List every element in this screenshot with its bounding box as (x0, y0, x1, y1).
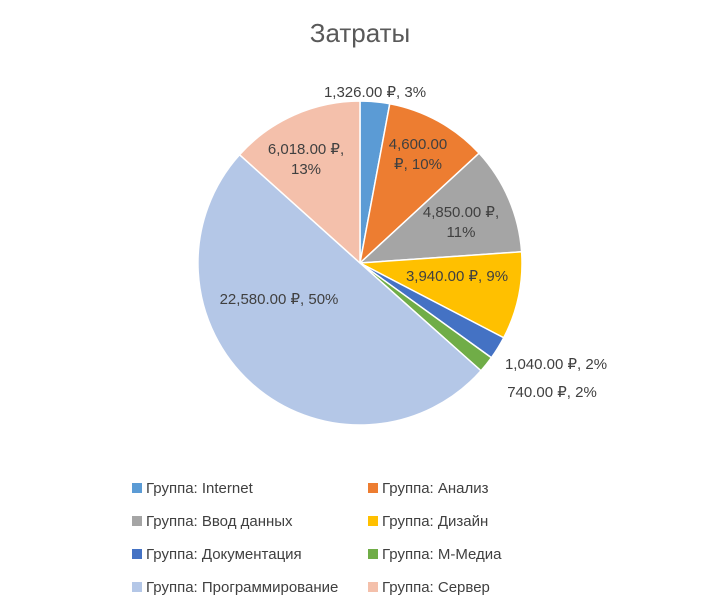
pie-slice-ввод-данных (357, 152, 523, 264)
legend-swatch (368, 549, 378, 559)
legend-swatch (132, 483, 142, 493)
legend-item-сервер: Группа: Сервер (368, 579, 490, 596)
legend: Группа: Internet Группа: Анализ Группа: Вв… (132, 480, 502, 596)
legend-swatch (132, 549, 142, 559)
pie-slice-дизайн (357, 250, 523, 339)
pie-slices (197, 100, 523, 426)
legend-label: Группа: Ввод данных (146, 513, 293, 530)
pie-slice-анализ (358, 102, 481, 266)
data-label-ввод-данных: 4,850.00 ₽, 11% (423, 204, 499, 241)
data-label-дизайн: 3,940.00 ₽, 9% (406, 268, 508, 285)
legend-swatch (132, 516, 142, 526)
legend-item-программирование: Группа: Программирование (132, 579, 338, 596)
legend-item-дизайн: Группа: Дизайн (368, 513, 488, 530)
legend-item-internet: Группа: Internet (132, 480, 254, 497)
data-labels: 1,326.00 ₽, 3% 4,600.00 ₽, 10% 4,850.00 ₽, 1… (220, 84, 607, 401)
legend-item-документация: Группа: Документация (132, 546, 302, 563)
data-label-анализ: 4,600.00 ₽, 10% (389, 136, 447, 173)
legend-label: Группа: Сервер (382, 579, 490, 596)
data-label-сервер: 6,018.00 ₽, 13% (268, 141, 344, 178)
legend-label: Группа: Internet (146, 480, 254, 497)
legend-swatch (368, 483, 378, 493)
data-label-документация: 1,040.00 ₽, 2% (505, 356, 607, 373)
data-label-программирование: 22,580.00 ₽, 50% (220, 291, 339, 308)
pie-slice-сервер (238, 100, 361, 265)
legend-label: Группа: Дизайн (382, 513, 488, 530)
pie-slice-программирование (197, 153, 483, 426)
legend-label: Группа: Документация (146, 546, 302, 563)
legend-swatch (132, 582, 142, 592)
legend-swatch (368, 516, 378, 526)
data-label-м-медиа: 740.00 ₽, 2% (507, 384, 597, 401)
legend-swatch (368, 582, 378, 592)
legend-item-ввод-данных: Группа: Ввод данных (132, 513, 293, 530)
chart-title: Затраты (310, 18, 410, 48)
legend-label: Группа: Программирование (146, 579, 338, 596)
legend-item-анализ: Группа: Анализ (368, 480, 489, 497)
legend-label: Группа: М-Медиа (382, 546, 502, 563)
data-label-internet: 1,326.00 ₽, 3% (324, 84, 426, 101)
legend-item-м-медиа: Группа: М-Медиа (368, 546, 502, 563)
legend-label: Группа: Анализ (382, 480, 489, 497)
